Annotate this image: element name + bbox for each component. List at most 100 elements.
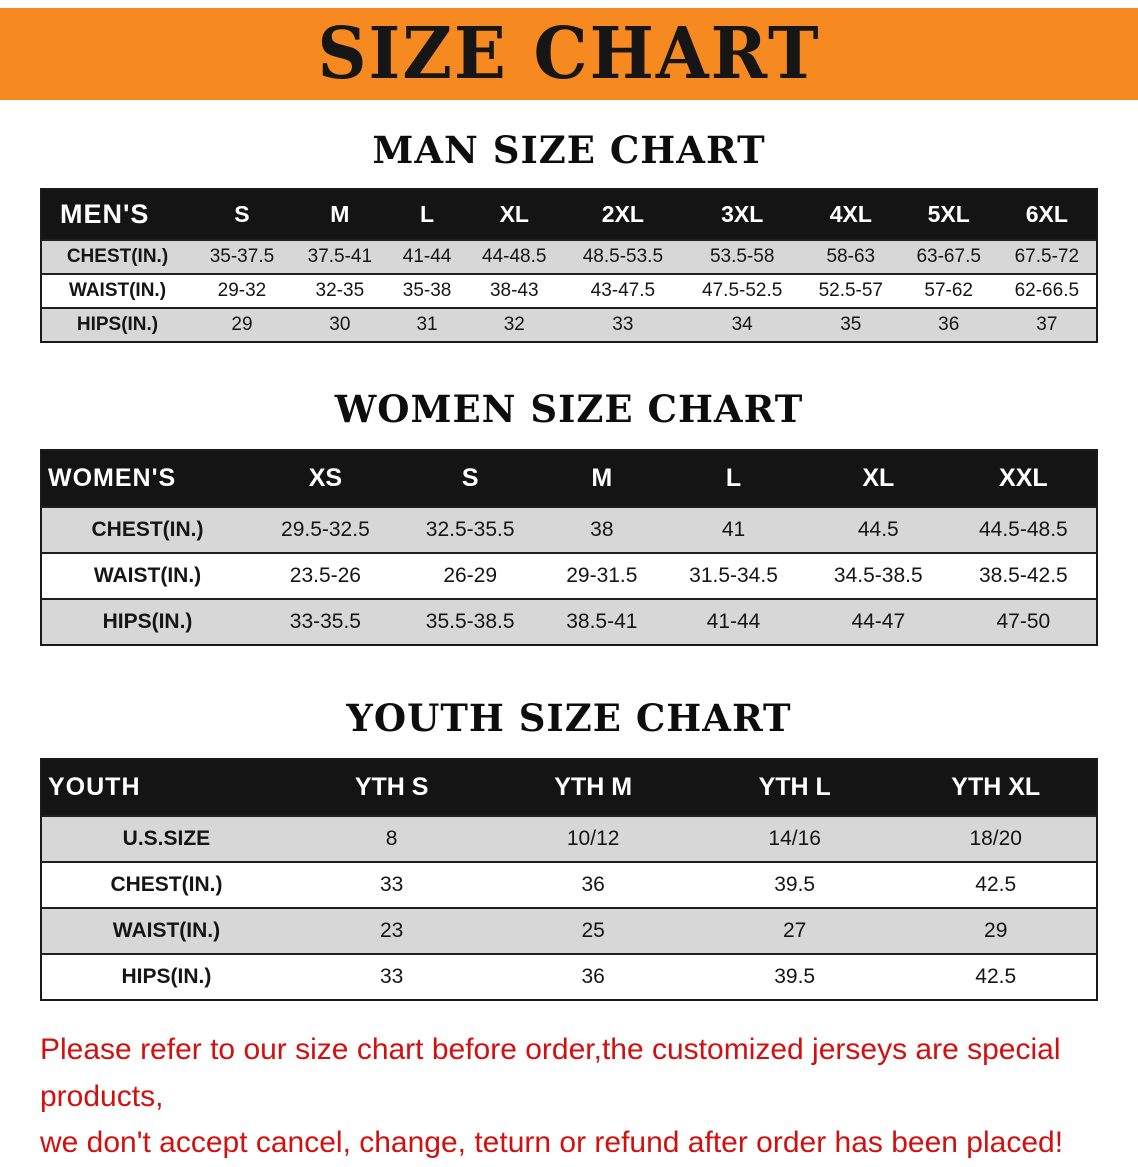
size-value-cell: 35 bbox=[801, 307, 900, 342]
size-value-cell: 33 bbox=[563, 307, 683, 342]
size-value-cell: 44.5 bbox=[805, 506, 951, 553]
size-value-cell: 29 bbox=[895, 907, 1097, 954]
women-section-heading: WOMEN SIZE CHART bbox=[334, 387, 804, 431]
size-value-cell: 33 bbox=[290, 861, 493, 908]
measurement-row: HIPS(IN.) 33 36 39.5 42.5 bbox=[41, 953, 1097, 1000]
measurement-row: HIPS(IN.) 33-35.5 35.5-38.5 38.5-41 41-44 44-… bbox=[41, 598, 1097, 645]
size-value-cell: 36 bbox=[492, 953, 694, 1000]
size-value-cell: 23.5-26 bbox=[253, 552, 398, 599]
size-chart-page: SIZE CHART MAN SIZE CHART MEN'S S M L XL 2XL 3… bbox=[0, 8, 1138, 1159]
size-value-cell: 57-62 bbox=[899, 273, 998, 308]
size-value-cell: 30 bbox=[290, 307, 389, 342]
row-label: CHEST(IN.) bbox=[41, 506, 253, 553]
size-value-cell: 41-44 bbox=[388, 239, 466, 274]
size-column-header: 4XL bbox=[801, 189, 900, 240]
row-label: U.S.SIZE bbox=[41, 815, 291, 862]
size-column-header: XS bbox=[253, 450, 398, 507]
row-label: HIPS(IN.) bbox=[41, 307, 193, 342]
size-column-header: YTH S bbox=[290, 759, 493, 816]
size-value-cell: 44.5-48.5 bbox=[950, 506, 1097, 553]
size-value-cell: 44-48.5 bbox=[465, 239, 564, 274]
size-value-cell: 39.5 bbox=[693, 953, 896, 1000]
size-value-cell: 29-31.5 bbox=[542, 552, 662, 599]
size-column-header: YTH M bbox=[492, 759, 694, 816]
table-header-row: MEN'S S M L XL 2XL 3XL 4XL 5XL 6XL bbox=[41, 189, 1097, 240]
size-value-cell: 62-66.5 bbox=[997, 273, 1097, 308]
size-value-cell: 31.5-34.5 bbox=[661, 552, 806, 599]
size-column-header: S bbox=[397, 450, 543, 507]
table-header-row: WOMEN'S XS S M L XL XXL bbox=[41, 450, 1097, 507]
measurement-row: CHEST(IN.) 29.5-32.5 32.5-35.5 38 41 44.5 44.5… bbox=[41, 506, 1097, 553]
size-value-cell: 58-63 bbox=[801, 239, 900, 274]
size-value-cell: 36 bbox=[899, 307, 998, 342]
size-value-cell: 32-35 bbox=[290, 273, 389, 308]
size-value-cell: 38.5-42.5 bbox=[950, 552, 1097, 599]
size-value-cell: 38 bbox=[542, 506, 662, 553]
size-value-cell: 39.5 bbox=[693, 861, 896, 908]
size-value-cell: 37.5-41 bbox=[290, 239, 389, 274]
row-label: WAIST(IN.) bbox=[41, 907, 291, 954]
size-value-cell: 35-38 bbox=[388, 273, 466, 308]
size-column-header: 6XL bbox=[997, 189, 1097, 240]
size-value-cell: 8 bbox=[290, 815, 493, 862]
size-column-header: XL bbox=[465, 189, 564, 240]
measurement-row: WAIST(IN.) 23 25 27 29 bbox=[41, 907, 1097, 954]
size-value-cell: 42.5 bbox=[895, 861, 1097, 908]
men-section-heading: MAN SIZE CHART bbox=[372, 128, 766, 172]
notice-line-1: Please refer to our size chart before or… bbox=[40, 1033, 1061, 1113]
youth-size-table: YOUTH YTH S YTH M YTH L YTH XL U.S.SIZE 8 10/12… bbox=[40, 758, 1098, 1001]
size-column-header: 2XL bbox=[563, 189, 683, 240]
size-column-header: YTH L bbox=[693, 759, 896, 816]
measurement-row: CHEST(IN.) 33 36 39.5 42.5 bbox=[41, 861, 1097, 908]
men-size-section: MAN SIZE CHART MEN'S S M L XL 2XL 3XL 4XL 5XL 6XL… bbox=[0, 128, 1138, 343]
row-label: HIPS(IN.) bbox=[41, 953, 291, 1000]
women-size-section: WOMEN SIZE CHART WOMEN'S XS S M L XL XXL CHEST(… bbox=[0, 387, 1138, 646]
size-value-cell: 63-67.5 bbox=[899, 239, 998, 274]
table-corner-label: WOMEN'S bbox=[41, 450, 253, 507]
men-size-table: MEN'S S M L XL 2XL 3XL 4XL 5XL 6XL CHEST(IN.) 35-37… bbox=[40, 188, 1098, 343]
size-value-cell: 27 bbox=[693, 907, 896, 954]
size-value-cell: 26-29 bbox=[397, 552, 543, 599]
measurement-row: WAIST(IN.) 29-32 32-35 35-38 38-43 43-47.5 47.… bbox=[41, 273, 1097, 308]
table-header-row: YOUTH YTH S YTH M YTH L YTH XL bbox=[41, 759, 1097, 816]
size-value-cell: 42.5 bbox=[895, 953, 1097, 1000]
footer-notice: Please refer to our size chart before or… bbox=[40, 1027, 1108, 1167]
row-label: WAIST(IN.) bbox=[41, 273, 193, 308]
size-column-header: M bbox=[542, 450, 662, 507]
page-title: SIZE CHART bbox=[317, 12, 821, 96]
size-value-cell: 47.5-52.5 bbox=[682, 273, 802, 308]
size-column-header: XXL bbox=[950, 450, 1097, 507]
row-label: CHEST(IN.) bbox=[41, 861, 291, 908]
size-value-cell: 33 bbox=[290, 953, 493, 1000]
table-corner-label: YOUTH bbox=[41, 759, 291, 816]
size-value-cell: 52.5-57 bbox=[801, 273, 900, 308]
size-column-header: M bbox=[290, 189, 389, 240]
size-value-cell: 37 bbox=[997, 307, 1097, 342]
size-value-cell: 29-32 bbox=[193, 273, 291, 308]
size-value-cell: 44-47 bbox=[805, 598, 951, 645]
size-value-cell: 33-35.5 bbox=[253, 598, 398, 645]
size-value-cell: 36 bbox=[492, 861, 694, 908]
size-column-header: XL bbox=[805, 450, 951, 507]
size-value-cell: 23 bbox=[290, 907, 493, 954]
size-value-cell: 41 bbox=[661, 506, 806, 553]
notice-line-2: we don't accept cancel, change, teturn o… bbox=[40, 1126, 1064, 1159]
women-size-table: WOMEN'S XS S M L XL XXL CHEST(IN.) 29.5-32.5 32.5… bbox=[40, 449, 1098, 646]
size-value-cell: 43-47.5 bbox=[563, 273, 683, 308]
size-column-header: L bbox=[661, 450, 806, 507]
measurement-row: WAIST(IN.) 23.5-26 26-29 29-31.5 31.5-34.5 34… bbox=[41, 552, 1097, 599]
size-value-cell: 25 bbox=[492, 907, 694, 954]
size-value-cell: 34 bbox=[682, 307, 802, 342]
size-column-header: S bbox=[193, 189, 291, 240]
size-value-cell: 41-44 bbox=[661, 598, 806, 645]
row-label: HIPS(IN.) bbox=[41, 598, 253, 645]
size-value-cell: 34.5-38.5 bbox=[805, 552, 951, 599]
size-value-cell: 38-43 bbox=[465, 273, 564, 308]
size-value-cell: 32 bbox=[465, 307, 564, 342]
size-value-cell: 48.5-53.5 bbox=[563, 239, 683, 274]
size-value-cell: 14/16 bbox=[693, 815, 896, 862]
size-value-cell: 31 bbox=[388, 307, 466, 342]
size-value-cell: 32.5-35.5 bbox=[397, 506, 543, 553]
measurement-row: CHEST(IN.) 35-37.5 37.5-41 41-44 44-48.5 48.5… bbox=[41, 239, 1097, 274]
size-column-header: YTH XL bbox=[895, 759, 1097, 816]
